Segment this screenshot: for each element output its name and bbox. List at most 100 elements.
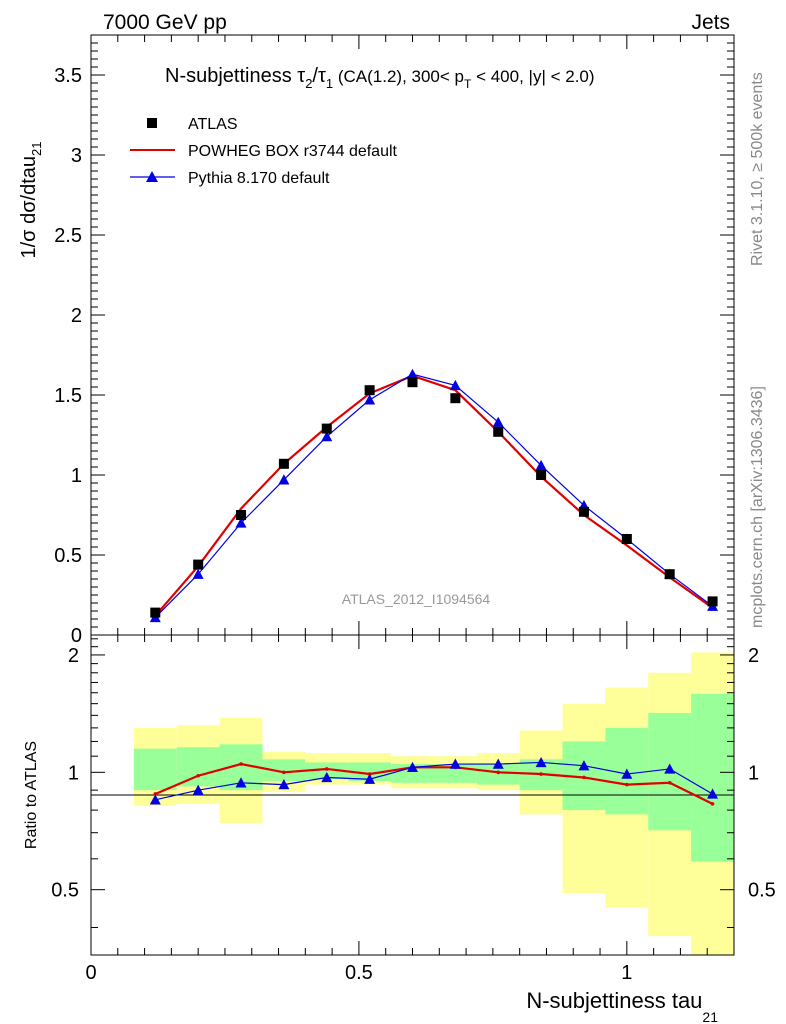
x-tick-label: 0	[85, 962, 96, 984]
main-y-tick-label: 3	[71, 145, 82, 167]
ratio-y-tick-labels: 0.5 0.5 1 1 2 2	[51, 645, 776, 902]
main-y-axis-label: 1/σ dσ/dtau21	[18, 142, 44, 259]
ratio-pythia-point	[707, 788, 719, 799]
ratio-powheg-point	[710, 802, 715, 806]
ratio-band-inner	[691, 693, 734, 862]
title-sub-2: 2	[305, 76, 312, 91]
ratio-x-tick-labels: 0 0.5 1	[85, 962, 632, 984]
main-y-tick-label: 1	[71, 465, 82, 487]
ratio-y-tick-label-left: 2	[68, 645, 79, 667]
legend-pythia-triangle	[146, 171, 158, 182]
ratio-powheg-point	[153, 792, 158, 796]
ratio-pythia-point	[407, 761, 418, 772]
title-tau-b: τ	[318, 65, 326, 87]
main-atlas-series	[150, 377, 718, 618]
ratio-pythia-point	[578, 760, 590, 771]
ratio-pythia-series	[149, 756, 719, 805]
main-atlas-point	[193, 559, 204, 570]
main-pythia-point	[321, 431, 333, 442]
x-axis-label-sub: 21	[702, 1009, 718, 1024]
ratio-pythia-point	[235, 777, 247, 788]
ratio-y-tick-label-right: 2	[748, 645, 759, 667]
main-atlas-point	[278, 458, 289, 469]
main-atlas-point	[664, 569, 675, 580]
title-slash: /	[312, 65, 318, 87]
main-atlas-point	[407, 377, 418, 388]
main-y-axis-label-text: 1/σ dσ/dtau	[18, 156, 40, 259]
main-y-tick-label: 0	[71, 625, 82, 647]
ratio-y-tick-label-left: 0.5	[51, 880, 79, 902]
main-atlas-point	[150, 607, 161, 618]
ratio-powheg-line	[154, 762, 714, 805]
main-atlas-point	[621, 534, 632, 544]
main-atlas-point	[578, 506, 589, 517]
main-atlas-point	[364, 385, 375, 396]
main-pythia-point	[492, 416, 504, 427]
main-y-tick-labels: 0 0.5 1 1.5 2 2.5 3 3.5	[54, 65, 82, 647]
ratio-pythia-point	[621, 768, 633, 779]
watermark: ATLAS_2012_I1094564	[342, 591, 491, 607]
title-tau-a: τ	[297, 65, 305, 87]
ratio-pythia-point	[664, 763, 676, 774]
energy-label: 7000 GeV pp	[103, 11, 227, 34]
ratio-y-tick-label-right: 1	[748, 762, 759, 784]
main-y-tick-label: 2	[71, 305, 82, 327]
ratio-y-tick-label-right: 0.5	[748, 880, 776, 902]
main-atlas-point	[321, 423, 332, 434]
ratio-band-inner	[133, 748, 177, 791]
ratio-pythia-point	[192, 784, 204, 795]
ratio-powheg-point	[282, 770, 286, 775]
main-atlas-point	[536, 470, 547, 480]
legend-pythia-label: Pythia 8.170 default	[188, 170, 330, 187]
ratio-y-axis-label: Ratio to ATLAS	[23, 741, 40, 849]
ratio-powheg-point	[496, 770, 501, 775]
ratio-band-inner	[262, 759, 306, 782]
ratio-band-inner	[476, 764, 520, 785]
main-atlas-point	[450, 393, 461, 404]
ratio-axis-ticks	[90, 635, 735, 955]
ratio-powheg-point	[324, 767, 329, 771]
ratio-powheg-point	[239, 762, 243, 766]
main-powheg-line	[154, 374, 714, 617]
ratio-powheg-point	[582, 775, 586, 780]
main-atlas-point	[707, 596, 718, 607]
ratio-band-inner	[176, 747, 220, 787]
x-tick-label: 0.5	[345, 962, 373, 984]
main-panel: 0 0.5 1 1.5 2 2.5 3 3.5 ATLAS_2012_I1094564 N-s…	[18, 34, 735, 647]
ratio-pythia-point	[364, 773, 376, 784]
chart-title: N-subjettiness τ2/τ1 (CA(1.2), 300< pT <…	[165, 65, 595, 91]
main-y-axis-label-sub: 21	[29, 142, 44, 156]
ratio-pythia-point	[492, 758, 504, 769]
main-atlas-point	[493, 426, 504, 437]
main-pythia-point	[364, 394, 376, 405]
main-pythia-point	[278, 474, 290, 485]
title-sub-1: 1	[326, 76, 333, 91]
main-pythia-line	[154, 373, 713, 618]
ratio-powheg-point	[625, 782, 629, 787]
ratio-pythia-point	[535, 756, 547, 768]
main-atlas-point	[236, 510, 247, 520]
ratio-panel: 0.5 0.51 12 2 0 0.5 1 Ratio to ATLAS N-subjet…	[23, 634, 776, 1024]
main-pythia-point	[235, 517, 247, 528]
main-pythia-point	[535, 459, 547, 471]
main-axis-ticks	[90, 34, 735, 636]
legend-atlas-marker	[147, 118, 157, 128]
main-powheg-series	[154, 374, 714, 617]
ratio-band-inner	[305, 762, 349, 780]
ratio-pythia-point	[149, 794, 161, 805]
ratio-powheg-point	[667, 780, 672, 785]
main-y-tick-label: 3.5	[54, 65, 82, 87]
title-prefix: N-subjettiness	[165, 65, 297, 87]
title-sub-t: T	[464, 77, 472, 91]
category-label: Jets	[691, 11, 730, 34]
legend-atlas-label: ATLAS	[188, 116, 238, 133]
title-rest-b: < 400, |y| < 2.0)	[471, 67, 594, 86]
source-label: mcplots.cern.ch [arXiv:1306.3436]	[749, 386, 766, 628]
main-pythia-point	[449, 379, 461, 391]
main-y-tick-label: 0.5	[54, 545, 82, 567]
main-y-tick-label: 1.5	[54, 385, 82, 407]
ratio-pythia-point	[449, 758, 461, 769]
rivet-version-label: Rivet 3.1.10, ≥ 500k events	[749, 72, 766, 266]
x-axis-label: N-subjettiness tau21	[526, 988, 718, 1024]
